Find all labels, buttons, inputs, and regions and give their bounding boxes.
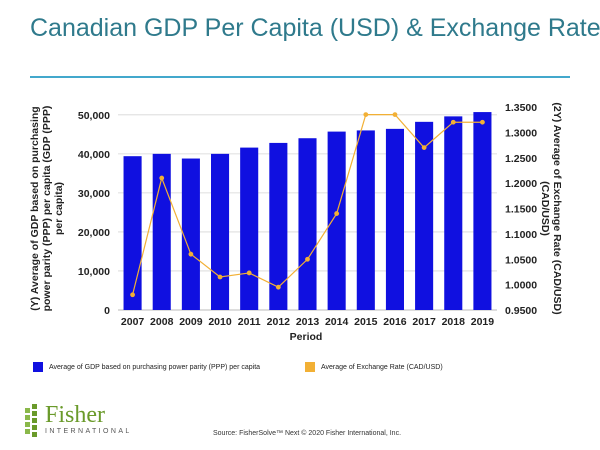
brand-subtitle: INTERNATIONAL <box>45 427 132 435</box>
exchange-rate-point <box>305 256 310 262</box>
gdp-bar <box>415 121 434 310</box>
exchange-rate-point <box>421 145 427 151</box>
legend-gdp: Average of GDP based on purchasing power… <box>33 362 260 372</box>
right-axis-ticks: 0.9500 1.0000 1.0500 1.1000 1.1500 1.2000 1.25… <box>505 102 537 317</box>
y-axis-label: (Y) Average of GDP based on purchasingpo… <box>29 106 65 312</box>
y2-tick-label: 1.0500 <box>505 254 537 266</box>
exchange-rate-point <box>217 274 223 280</box>
page-title: Canadian GDP Per Capita (USD) & Exchange… <box>30 14 600 42</box>
legend-rate-label: Average of Exchange Rate (CAD/USD) <box>321 363 443 371</box>
y2-tick-label: 1.0000 <box>505 280 537 292</box>
exchange-rate-point <box>130 292 135 298</box>
brand-name: Fisher <box>45 401 105 428</box>
x-tick-label: 2012 <box>267 316 291 328</box>
y2-tick-label: 0.9500 <box>505 305 537 317</box>
source-note: Source: FisherSolve™ Next © 2020 Fisher … <box>213 430 402 437</box>
x-tick-label: 2011 <box>238 316 261 328</box>
x-axis-label: Period <box>290 331 323 343</box>
legend-rate: Average of Exchange Rate (CAD/USD) <box>305 362 443 372</box>
gdp-bar <box>444 116 463 310</box>
exchange-rate-point <box>159 175 165 181</box>
y-tick-label: 10,000 <box>78 266 110 278</box>
y-tick-label: 50,000 <box>78 110 110 122</box>
exchange-rate-point <box>450 119 456 125</box>
y2-tick-label: 1.1500 <box>505 204 537 216</box>
exchange-rate-point <box>188 251 194 257</box>
x-axis-ticks: 2007 2008 2009 2010 2011 2012 2013 2014 2015 2016… <box>121 316 494 328</box>
x-tick-label: 2007 <box>121 316 145 328</box>
legend-gdp-swatch <box>33 362 43 372</box>
gdp-bar <box>327 131 346 310</box>
legend-gdp-label: Average of GDP based on purchasing power… <box>49 363 261 371</box>
y2-tick-label: 1.3000 <box>505 127 537 139</box>
y-axis-label-line: per capita) <box>53 182 65 235</box>
y2-tick-label: 1.3500 <box>505 102 537 114</box>
x-tick-label: 2016 <box>383 316 407 328</box>
gdp-bar <box>211 153 230 310</box>
y-tick-label: 40,000 <box>78 149 110 161</box>
y-tick-label: 0 <box>104 305 110 317</box>
left-axis-ticks: 0 10,000 20,000 30,000 40,000 50,000 <box>78 110 110 317</box>
exchange-rate-point <box>275 284 281 290</box>
exchange-rate-line <box>130 112 485 298</box>
y2-tick-label: 1.2500 <box>505 153 537 165</box>
y2-axis-label: (2Y) Average of Exchange Rate (CAD/USD)(… <box>539 102 563 314</box>
x-tick-label: 2010 <box>208 316 232 328</box>
x-tick-label: 2013 <box>296 316 320 328</box>
y2-axis-label-line: (CAD/USD) <box>539 181 551 236</box>
x-tick-label: 2015 <box>354 316 378 328</box>
x-tick-label: 2009 <box>179 316 203 328</box>
gdp-bar <box>356 130 375 310</box>
gdp-bar <box>298 138 317 310</box>
y2-tick-label: 1.2000 <box>505 178 537 190</box>
fisher-logo-icon <box>25 404 37 437</box>
y-tick-label: 30,000 <box>78 188 110 200</box>
y2-tick-label: 1.1000 <box>505 229 537 241</box>
gdp-bar <box>123 156 142 310</box>
gdp-bar <box>473 112 492 310</box>
exchange-rate-point <box>392 112 398 118</box>
x-tick-label: 2008 <box>150 316 174 328</box>
brand-logo: Fisher INTERNATIONAL <box>22 400 132 438</box>
y-tick-label: 20,000 <box>78 227 110 239</box>
gdp-bar <box>181 158 200 310</box>
gdp-bars <box>123 112 492 310</box>
x-tick-label: 2018 <box>442 316 466 328</box>
exchange-rate-point <box>246 270 252 276</box>
legend-rate-swatch <box>305 362 315 372</box>
x-tick-label: 2019 <box>471 316 495 328</box>
gdp-bar <box>152 153 171 310</box>
gdp-bar <box>269 142 288 310</box>
title-divider <box>30 76 570 78</box>
exchange-rate-point <box>334 211 340 216</box>
x-tick-label: 2014 <box>325 316 349 328</box>
x-tick-label: 2017 <box>412 316 436 328</box>
gdp-bar <box>385 128 404 310</box>
y-axis-label-line: (Y) Average of GDP based on purchasing <box>29 106 41 310</box>
y2-axis-label-line: (2Y) Average of Exchange Rate (CAD/USD) <box>551 102 563 314</box>
gdp-bar <box>240 147 259 310</box>
y-axis-label-line: power parity (PPP) per capita (GDP (PPP) <box>41 106 53 312</box>
exchange-rate-point <box>480 119 485 125</box>
exchange-rate-point <box>363 112 369 118</box>
